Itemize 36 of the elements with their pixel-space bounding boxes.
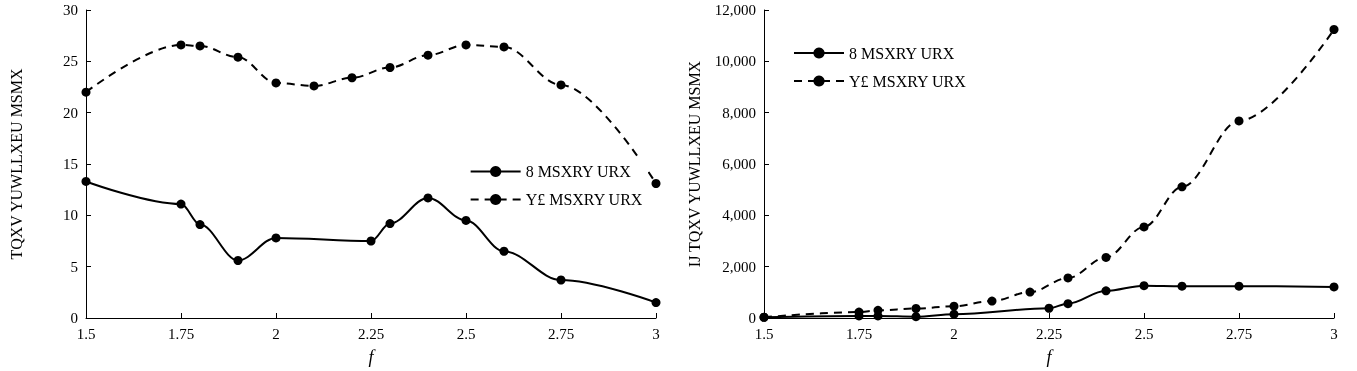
y-tick-label: 6,000: [722, 156, 756, 172]
x-tick-label: 2.25: [1035, 325, 1063, 342]
x-tick-label: 2.25: [357, 325, 385, 342]
y-tick-label: 20: [63, 104, 78, 121]
legend-label: Y£ MSXRY URX: [849, 72, 967, 90]
legend-label: 8 MSXRY URX: [525, 163, 632, 180]
x-tick-label: 1.75: [167, 325, 195, 342]
y-tick-label: 12,000: [714, 2, 756, 18]
x-tick-label: 3: [652, 325, 660, 342]
x-tick-label: 2.75: [547, 325, 575, 342]
x-tick-label: 1.5: [754, 325, 774, 342]
x-axis-title: f: [368, 347, 377, 367]
y-axis-title: IJ TQXV YUWLLXEU MSMX: [685, 60, 703, 268]
y-tick-label: 30: [63, 2, 78, 18]
x-tick-label: 1.5: [76, 325, 96, 342]
x-tick-label: 2: [272, 325, 280, 342]
x-tick-label: 3: [1330, 325, 1338, 342]
y-tick-label: 0: [70, 310, 78, 326]
y-tick-label: 2,000: [722, 258, 756, 275]
y-tick-label: 15: [63, 156, 78, 172]
y-tick-label: 10: [63, 207, 78, 224]
y-axis-title: TQXV YUWLLXEU MSMX: [7, 68, 25, 260]
legend-label: Y£ MSXRY URX: [525, 191, 643, 208]
y-tick-label: 8,000: [722, 104, 756, 121]
x-tick-label: 1.75: [845, 325, 873, 342]
x-axis-title: f: [1046, 347, 1055, 367]
legend-label: 8 MSXRY URX: [849, 44, 955, 62]
x-tick-label: 2.5: [1134, 325, 1154, 342]
y-tick-label: 5: [70, 258, 78, 275]
y-tick-label: 25: [63, 53, 78, 70]
x-tick-label: 2: [950, 325, 958, 342]
x-tick-label: 2.5: [456, 325, 476, 342]
x-tick-label: 2.75: [1225, 325, 1253, 342]
y-tick-label: 10,000: [714, 53, 756, 70]
y-tick-label: 4,000: [722, 207, 756, 224]
y-tick-label: 0: [748, 310, 756, 326]
